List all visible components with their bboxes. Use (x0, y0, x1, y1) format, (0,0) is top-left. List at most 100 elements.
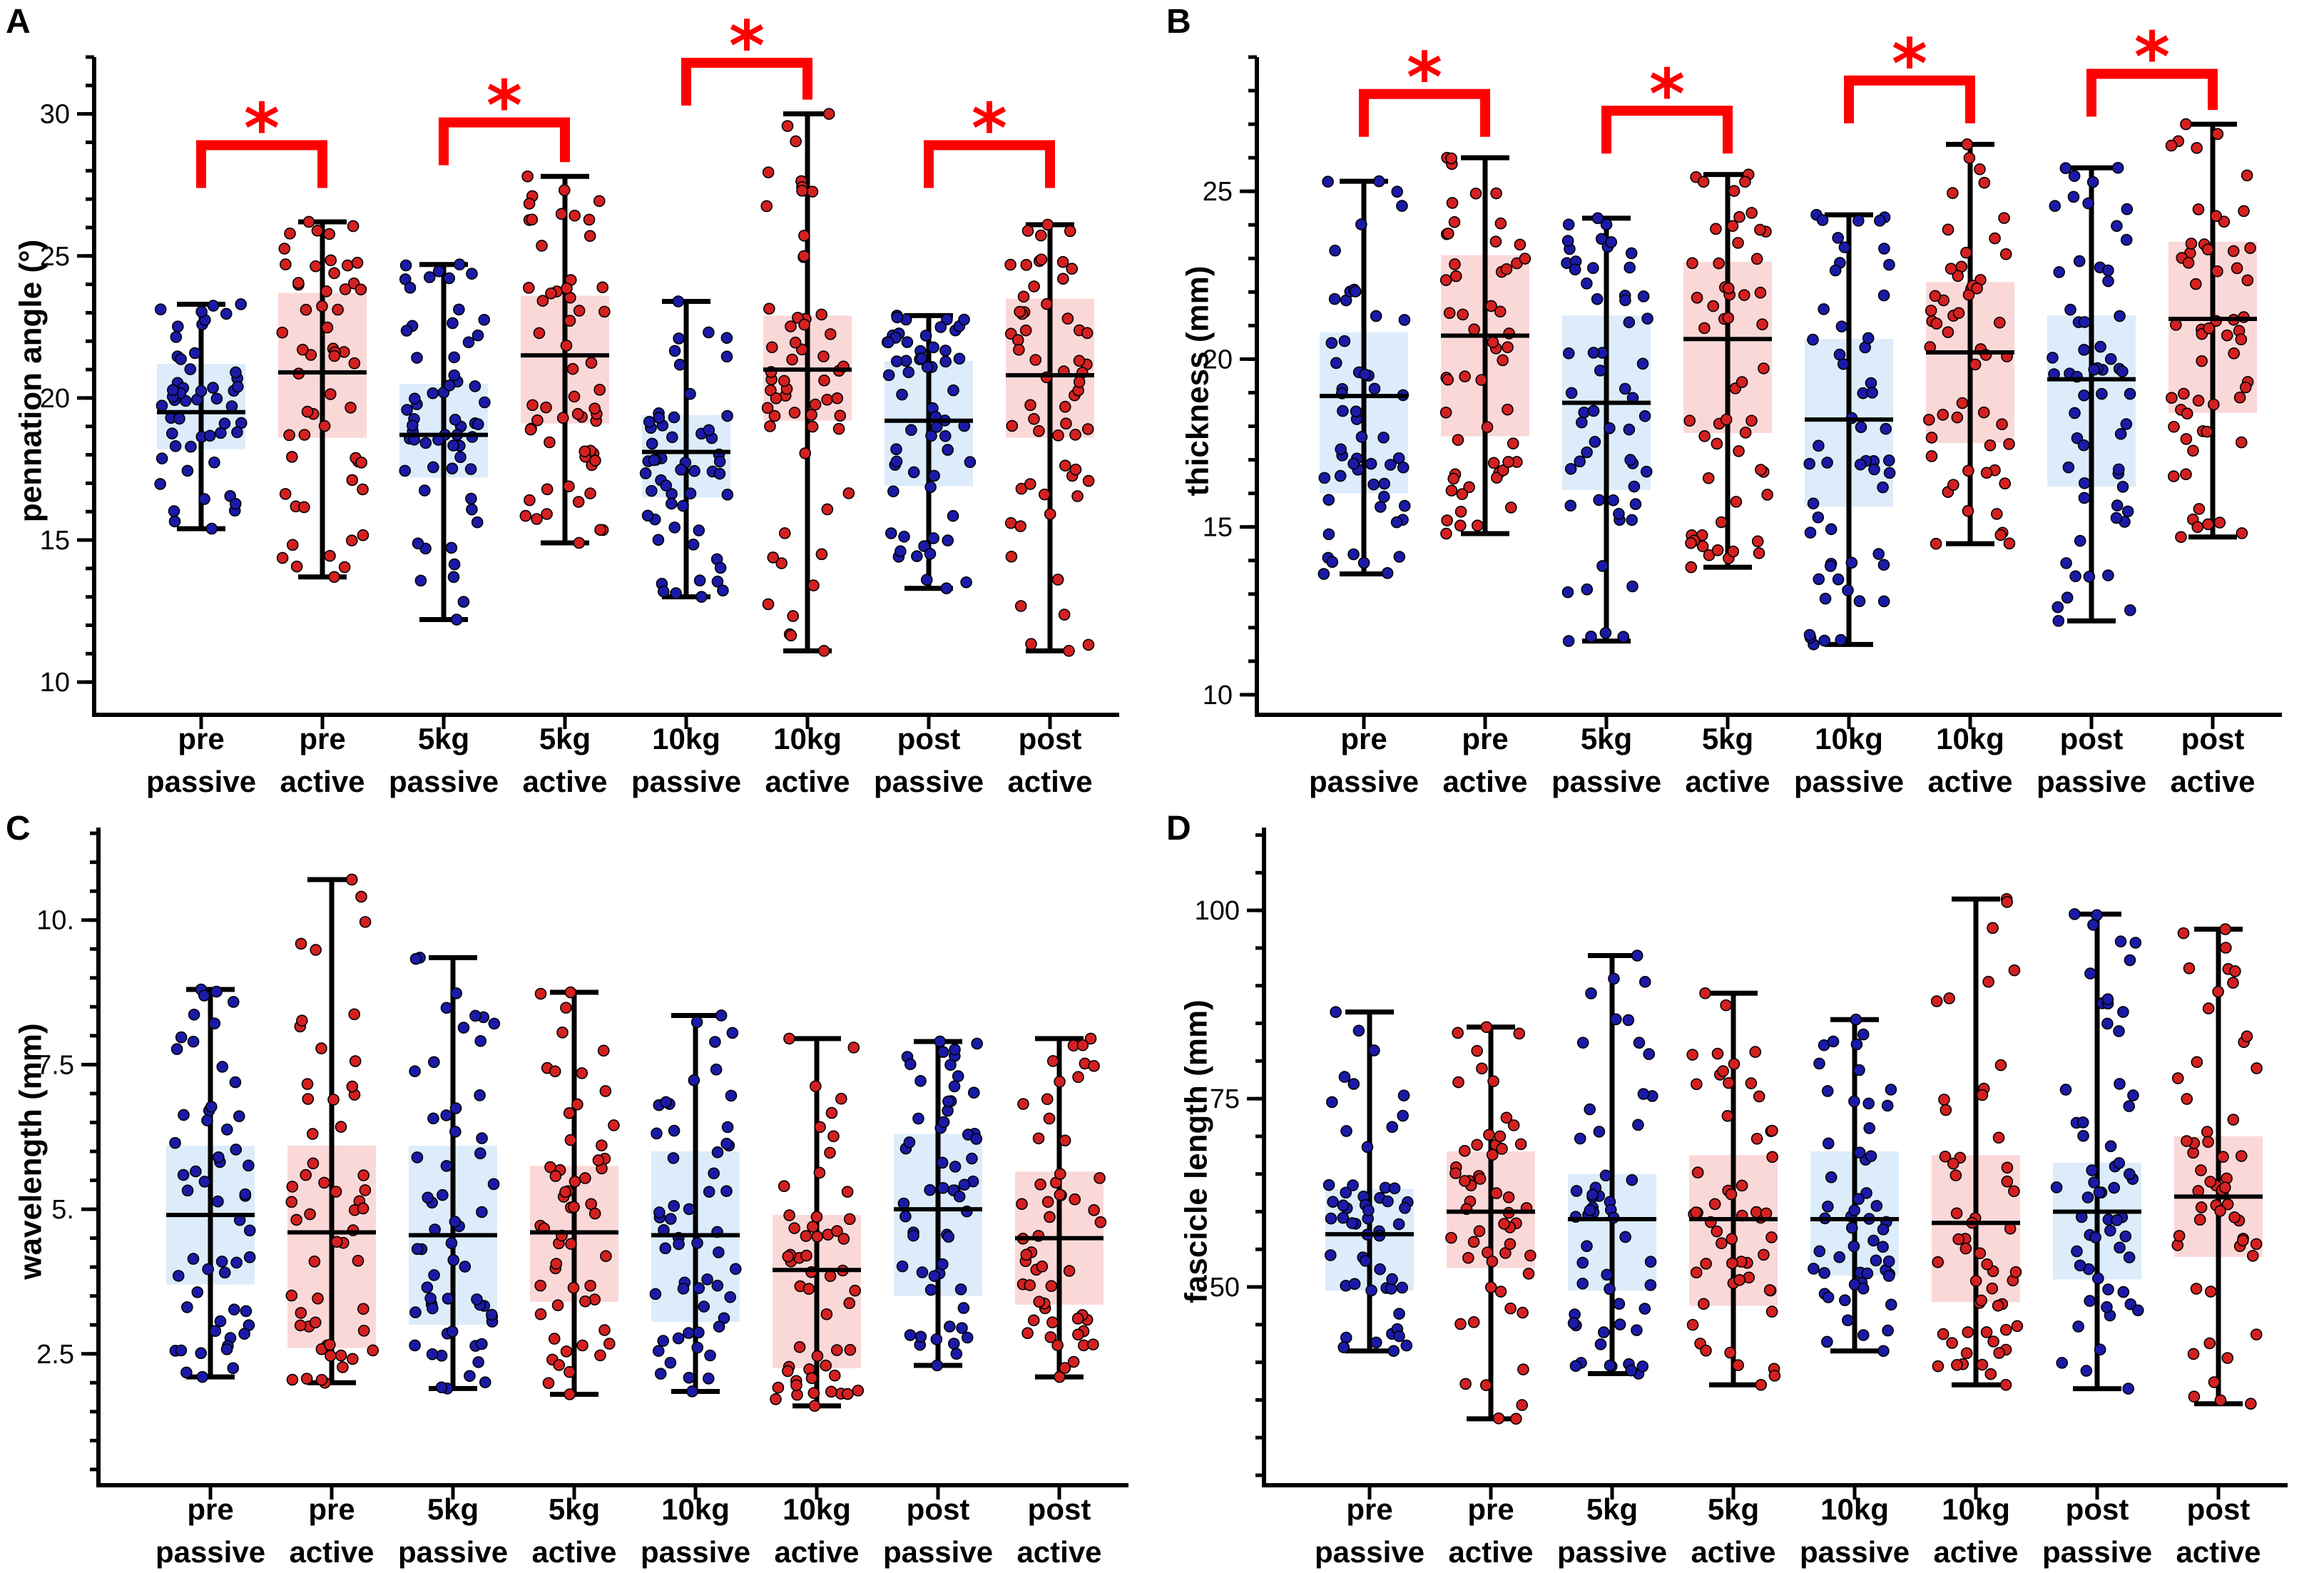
data-point (355, 890, 367, 903)
data-point (762, 598, 775, 611)
data-point (568, 390, 581, 403)
data-point (180, 1366, 193, 1379)
data-point (568, 1201, 580, 1213)
data-point (1490, 187, 1502, 200)
x-category-label-line1: 5kg (1702, 722, 1753, 755)
data-point (2195, 1201, 2208, 1213)
data-point (2111, 499, 2124, 511)
data-point (598, 1324, 611, 1336)
data-point (2069, 570, 2081, 583)
data-point (827, 1130, 840, 1143)
data-point (227, 1362, 240, 1375)
data-point (1017, 1098, 1029, 1110)
data-point (435, 1381, 448, 1394)
data-point (560, 1002, 572, 1014)
data-point (593, 384, 606, 396)
data-point (646, 484, 658, 497)
data-point (294, 1319, 307, 1332)
data-point (1625, 1364, 1638, 1377)
data-point (966, 1152, 978, 1165)
data-point (1739, 427, 1752, 439)
data-point (187, 1035, 200, 1048)
data-point (2112, 463, 2125, 476)
data-point (205, 522, 218, 535)
data-point (208, 456, 220, 469)
data-point (2008, 1185, 2020, 1198)
y-tick-label: 2.5 (36, 1340, 74, 1370)
data-point (1696, 540, 1709, 553)
data-point (677, 499, 689, 512)
data-point (2094, 1343, 2106, 1356)
data-point (278, 243, 291, 255)
data-point (834, 409, 847, 422)
data-point (1878, 243, 1890, 255)
data-point (841, 1186, 854, 1198)
data-point (942, 1095, 954, 1108)
data-point (788, 407, 801, 419)
data-point (1398, 314, 1411, 326)
data-point (907, 1229, 919, 1242)
data-point (1872, 548, 1885, 560)
data-point (1726, 220, 1739, 233)
category-5kg-active (519, 170, 611, 549)
data-point (1019, 324, 1032, 337)
x-category-label-line1: 5kg (418, 722, 469, 755)
data-point (1832, 573, 1845, 586)
data-point (1397, 1109, 1409, 1122)
data-point (1842, 1314, 1854, 1327)
data-point (1807, 497, 1820, 510)
data-point (927, 532, 939, 544)
data-point (1329, 244, 1341, 257)
data-point (406, 419, 419, 432)
data-point (215, 1256, 228, 1268)
data-point (1821, 457, 1833, 469)
data-point (576, 1067, 588, 1079)
data-point (1604, 422, 1616, 434)
data-point (1390, 516, 1403, 529)
data-point (2111, 1214, 2123, 1226)
data-point (925, 429, 937, 442)
data-point (821, 393, 833, 406)
data-point (195, 385, 208, 397)
data-point (1951, 1359, 1963, 1371)
data-point (1763, 1284, 1776, 1296)
data-point (338, 561, 351, 574)
data-point (220, 307, 233, 320)
data-point (2217, 1151, 2229, 1163)
data-point (1960, 246, 1972, 259)
data-point (566, 362, 579, 375)
data-point (1498, 1218, 1510, 1230)
data-point (1716, 1237, 1728, 1250)
data-point (672, 295, 685, 307)
data-point (2193, 503, 2206, 515)
data-point (912, 1112, 924, 1125)
data-point (357, 1303, 370, 1315)
data-point (188, 1009, 200, 1021)
data-point (837, 1233, 850, 1245)
data-point (1608, 972, 1620, 985)
data-point (1745, 207, 1758, 219)
category-10kg-passive (639, 295, 734, 603)
data-point (1324, 1249, 1337, 1261)
data-point (1393, 551, 1406, 563)
data-point (608, 1119, 620, 1131)
data-point (1400, 1339, 1413, 1352)
data-point (2168, 420, 2180, 433)
data-point (2196, 355, 2208, 367)
data-point (964, 456, 977, 469)
data-point (544, 436, 556, 449)
data-point (1925, 450, 1938, 462)
data-point (1587, 347, 1600, 359)
data-point (177, 1169, 190, 1181)
data-point (2124, 954, 2136, 967)
x-category-label-line1: pre (187, 1492, 233, 1526)
x-category-label-line1: 5kg (427, 1492, 479, 1526)
data-point (1724, 1346, 1736, 1359)
data-point (1822, 1200, 1834, 1213)
data-point (698, 1300, 710, 1313)
data-point (2076, 1116, 2089, 1129)
data-point (1338, 1071, 1351, 1083)
data-point (327, 1094, 340, 1106)
data-point (1442, 228, 1454, 240)
data-point (652, 534, 665, 546)
